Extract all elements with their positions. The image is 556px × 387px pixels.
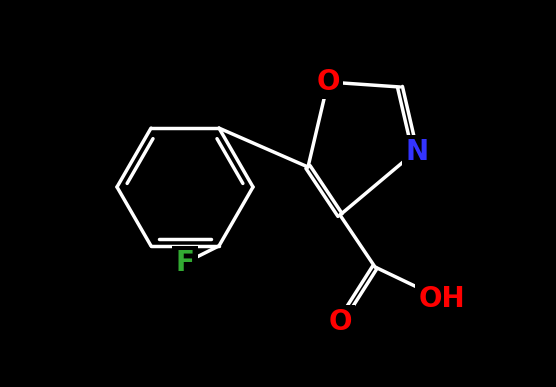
Text: F: F bbox=[176, 249, 195, 277]
Text: O: O bbox=[328, 308, 352, 336]
Text: O: O bbox=[316, 68, 340, 96]
Text: OH: OH bbox=[419, 285, 465, 313]
Text: N: N bbox=[405, 138, 429, 166]
